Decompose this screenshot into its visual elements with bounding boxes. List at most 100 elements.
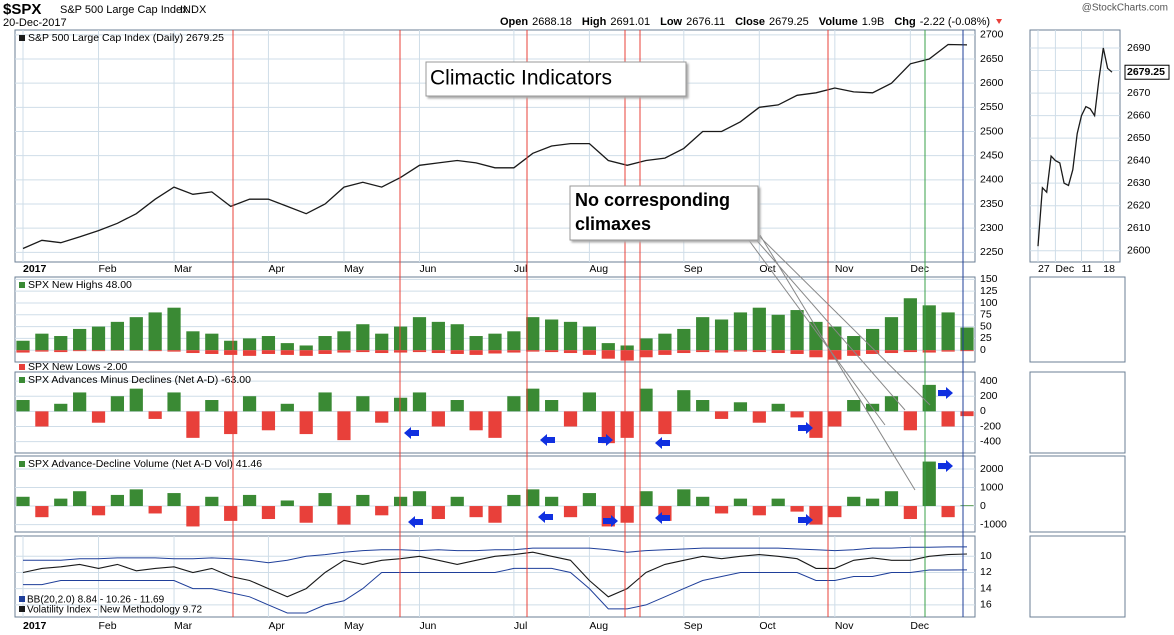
bar <box>167 493 181 507</box>
quote-label: Chg <box>894 16 915 28</box>
legend-swatch <box>19 364 25 370</box>
bar <box>73 328 87 351</box>
bar <box>639 350 653 358</box>
bar <box>54 336 68 351</box>
bar <box>299 411 313 435</box>
x-tick-label: Sep <box>684 620 703 632</box>
bar <box>903 411 917 431</box>
y-tick-label: 12 <box>980 566 992 578</box>
line <box>1037 47 1113 247</box>
y-tick-label: 2300 <box>980 222 1004 234</box>
arrow <box>655 512 670 524</box>
bar <box>393 350 408 353</box>
bar <box>639 491 653 507</box>
bar <box>733 312 748 351</box>
bar <box>375 411 389 423</box>
date: 20-Dec-2017 <box>3 17 67 29</box>
bar <box>431 350 445 354</box>
bar <box>469 506 483 518</box>
bar <box>752 411 766 423</box>
x-tick-label: 27 <box>1038 263 1050 275</box>
quote-label: Volume <box>819 16 858 28</box>
bar <box>960 350 974 352</box>
bar <box>412 491 427 507</box>
bar <box>375 506 389 516</box>
panel-title: SPX Advance-Decline Volume (Net A-D Vol)… <box>28 458 262 470</box>
bar <box>91 506 106 516</box>
arrow <box>538 511 553 523</box>
bar <box>526 350 540 352</box>
bar <box>91 350 106 352</box>
y-tick-label: 2000 <box>980 463 1004 475</box>
bar <box>677 328 691 351</box>
legend-swatch <box>19 377 25 383</box>
bar <box>582 326 597 351</box>
bar <box>337 506 351 525</box>
bar <box>884 350 899 354</box>
annotation-box <box>425 61 687 97</box>
x-tick-label: Oct <box>759 620 775 632</box>
x-tick-label: Apr <box>268 263 285 275</box>
bar <box>922 350 936 353</box>
y-tick-label: 2610 <box>1127 222 1151 234</box>
bar <box>941 506 955 518</box>
bar <box>205 333 219 351</box>
bar <box>318 392 332 412</box>
exchange: INDX <box>180 4 207 16</box>
y-tick-label: 25 <box>980 332 992 344</box>
arrow <box>408 516 423 528</box>
line <box>23 546 967 564</box>
bar <box>828 411 842 427</box>
y-tick-label: 2700 <box>980 29 1004 41</box>
bar <box>167 307 181 351</box>
bar <box>224 340 238 351</box>
bar <box>828 506 842 518</box>
y-tick-label: 200 <box>980 390 998 402</box>
bar <box>431 321 445 351</box>
x-tick-label: Jul <box>514 620 527 632</box>
bar <box>73 350 87 352</box>
bar <box>847 336 861 351</box>
bar <box>54 498 68 507</box>
bar <box>865 328 880 351</box>
arrow <box>938 460 953 472</box>
bar <box>639 338 653 351</box>
bar <box>337 411 351 441</box>
line <box>22 551 968 598</box>
mini-frame <box>1029 371 1126 454</box>
bar <box>696 350 710 353</box>
annotation: climaxes <box>575 214 651 234</box>
quote: Open 2688.18 High 2691.01 Low 2676.11 Close 267… <box>500 16 1003 28</box>
quote-label: Low <box>660 16 682 28</box>
y-tick-label: 2660 <box>1127 109 1151 121</box>
bar <box>563 321 578 351</box>
panel-frame <box>14 455 976 533</box>
bar <box>696 400 710 412</box>
watermark: @StockCharts.com <box>1082 3 1168 14</box>
bar <box>16 350 30 353</box>
bar <box>582 350 597 355</box>
bar <box>73 491 87 507</box>
bar <box>35 411 49 427</box>
bar <box>469 350 483 355</box>
band-legend: BB(20,2.0) 8.84 - 10.26 - 11.69 <box>27 595 165 606</box>
arrow <box>798 514 813 526</box>
bar <box>35 333 49 351</box>
bar <box>809 350 823 358</box>
callout <box>744 231 931 491</box>
y-tick-label: 2400 <box>980 174 1004 186</box>
bar <box>941 312 955 351</box>
bar <box>620 345 634 351</box>
y-tick-label: 2640 <box>1127 154 1151 166</box>
y-tick-label: 100 <box>980 297 998 309</box>
bar <box>847 400 861 412</box>
x-tick-label: Feb <box>99 263 117 275</box>
annotation: Climactic Indicators <box>430 67 612 90</box>
bar <box>884 491 899 507</box>
symbol: $SPX <box>3 1 41 18</box>
bar <box>205 350 219 354</box>
x-tick-label: Nov <box>835 620 854 632</box>
bar <box>318 336 332 351</box>
bar <box>375 350 389 354</box>
y-tick-label: 2620 <box>1127 199 1151 211</box>
